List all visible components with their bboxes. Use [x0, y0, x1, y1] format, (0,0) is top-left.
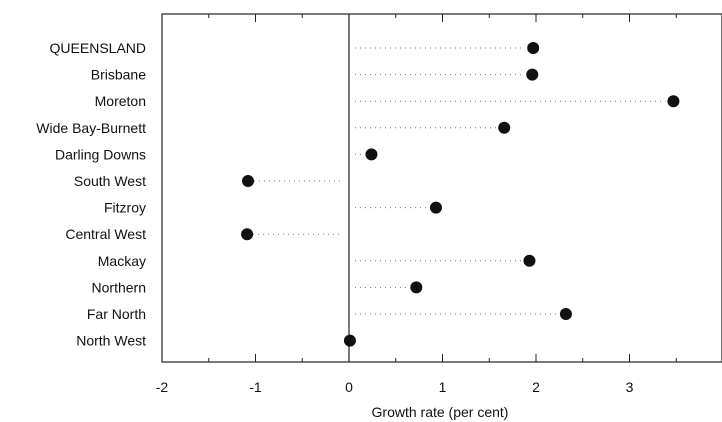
- leader-lines: [253, 47, 666, 315]
- data-point: [498, 121, 511, 134]
- data-points: [241, 42, 680, 347]
- category-label: Brisbane: [91, 67, 146, 83]
- category-label: Central West: [65, 226, 146, 242]
- x-tick-label: 0: [345, 379, 353, 395]
- data-point: [523, 254, 536, 267]
- category-labels: QUEENSLAND Brisbane Moreton Wide Bay-Burnet…: [36, 40, 146, 349]
- category-label: Fitzroy: [104, 200, 146, 216]
- data-point: [242, 175, 255, 187]
- category-label: Wide Bay-Burnett: [36, 120, 146, 136]
- plot-frame: [161, 13, 722, 363]
- x-tick-label: 3: [626, 379, 634, 395]
- data-point: [559, 308, 572, 320]
- data-point: [429, 201, 442, 214]
- x-tick-label: 1: [439, 379, 447, 395]
- category-label: South West: [74, 173, 146, 189]
- data-point: [526, 68, 539, 81]
- x-tick-label: 2: [532, 379, 540, 395]
- x-axis-tick-labels: -2 -1 0 1 2 3: [156, 379, 634, 395]
- category-label: QUEENSLAND: [50, 40, 146, 56]
- category-label: Far North: [87, 306, 146, 322]
- category-label: Northern: [92, 279, 146, 295]
- data-point: [667, 95, 680, 108]
- data-point: [527, 42, 540, 54]
- x-tick-label: -2: [156, 379, 169, 395]
- x-tick-label: -1: [249, 379, 262, 395]
- category-label: North West: [76, 333, 146, 349]
- data-point: [343, 334, 356, 347]
- category-label: Moreton: [95, 93, 146, 109]
- category-label: Darling Downs: [55, 146, 146, 162]
- data-point: [241, 228, 254, 241]
- data-point: [410, 281, 423, 294]
- x-axis-ticks: [161, 14, 677, 362]
- data-point: [365, 148, 378, 161]
- category-label: Mackay: [98, 253, 146, 269]
- x-axis-title: Growth rate (per cent): [372, 404, 509, 420]
